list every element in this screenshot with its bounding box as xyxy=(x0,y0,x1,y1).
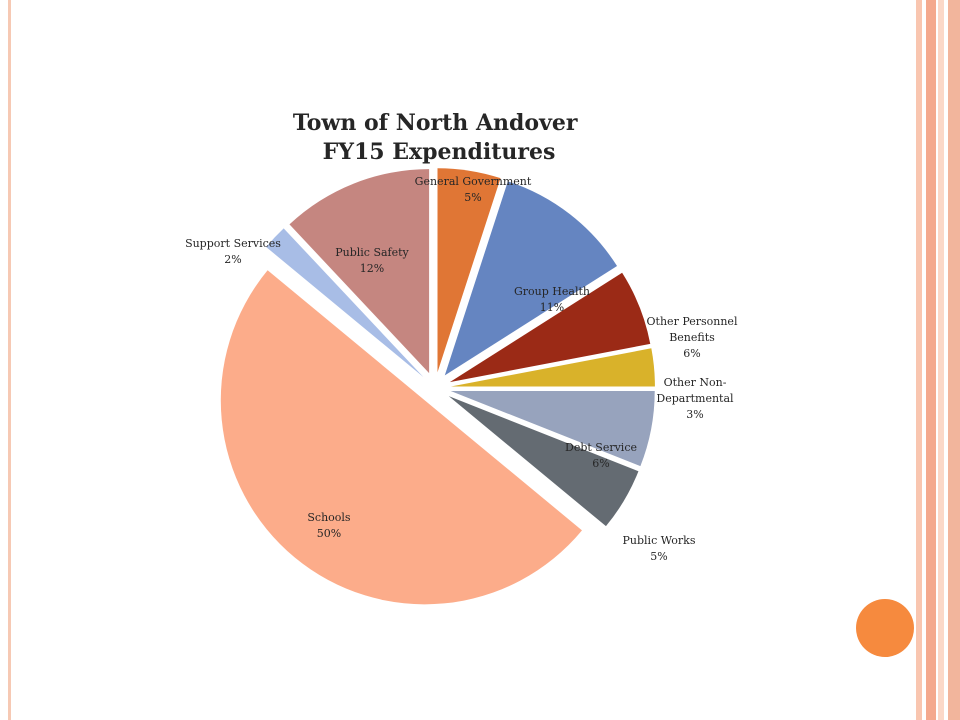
left-border-line xyxy=(8,0,11,720)
pie-slice xyxy=(220,270,582,605)
slice-label: Other Personnel Benefits 6% xyxy=(647,315,738,360)
pie-slice xyxy=(266,228,424,378)
chart-title: Town of North Andover FY15 Expenditures xyxy=(293,110,585,165)
slice-label: Group Health 11% xyxy=(514,285,590,314)
slice-label: Debt Service 6% xyxy=(565,441,637,470)
pie-slice xyxy=(289,169,430,374)
chart-title-line-2: FY15 Expenditures xyxy=(323,139,556,165)
stripe-4 xyxy=(948,0,960,720)
chart-title-line-1: Town of North Andover xyxy=(293,110,578,136)
accent-circle xyxy=(856,599,914,657)
pie-slice xyxy=(437,168,501,373)
stripe-1 xyxy=(916,0,922,720)
pie-slice xyxy=(449,272,651,383)
slice-label: General Government 5% xyxy=(415,175,532,204)
pie-slice xyxy=(444,181,618,376)
pie-slice xyxy=(450,390,655,467)
pie-slice xyxy=(450,348,655,387)
slice-label: Schools 50% xyxy=(307,511,351,540)
slice-label: Support Services 2% xyxy=(185,237,281,266)
slice-label: Other Non-Departmental 3% xyxy=(656,376,734,421)
right-decorative-stripes xyxy=(916,0,960,720)
stripe-3 xyxy=(938,0,944,720)
slice-label: Public Works 5% xyxy=(623,534,696,563)
slice-label: Public Safety 12% xyxy=(335,246,409,275)
stripe-2 xyxy=(926,0,936,720)
pie-slice xyxy=(448,396,639,527)
